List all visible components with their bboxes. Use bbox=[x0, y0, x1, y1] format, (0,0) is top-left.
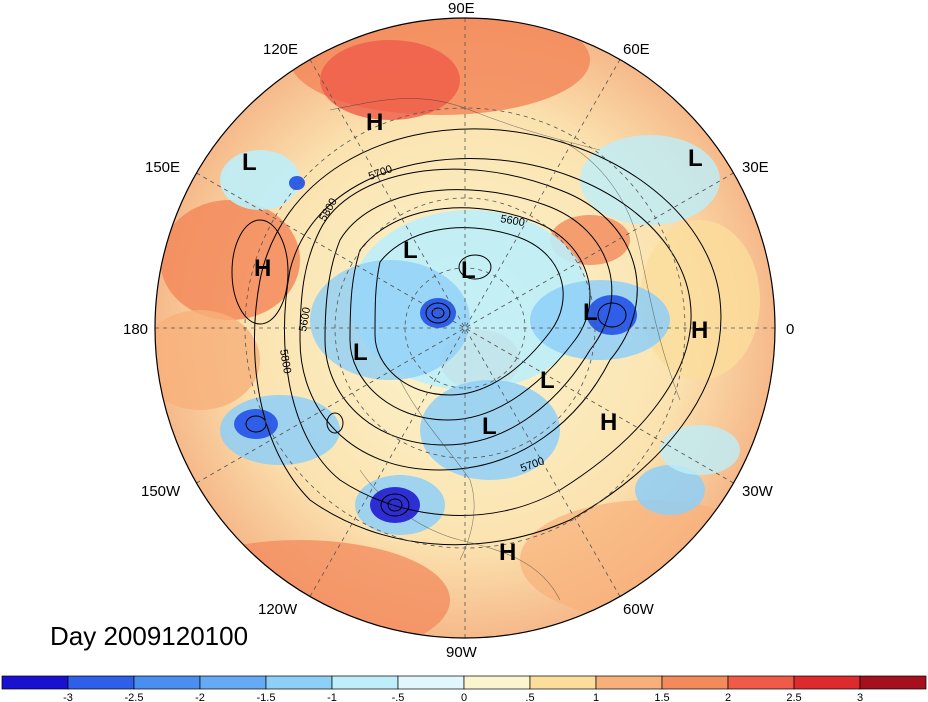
colorbar-tick-label: 2.5 bbox=[786, 692, 801, 702]
colorbar-swatch bbox=[265, 675, 333, 690]
low-pressure-label: L bbox=[242, 149, 257, 176]
lon-label-60w: 60W bbox=[623, 601, 655, 618]
longitude-labels: 90E 120E 60E 150E 30E 180 0 150W 30W 120… bbox=[123, 0, 794, 661]
map-border bbox=[154, 17, 776, 639]
graticule bbox=[155, 18, 775, 638]
lon-label-60e: 60E bbox=[623, 41, 650, 58]
lon-label-150e: 150E bbox=[145, 159, 180, 176]
lon-label-30e: 30E bbox=[742, 159, 769, 176]
contour-labels: 5700 5800 5600 5600 5800 5700 bbox=[277, 163, 546, 475]
lon-label-150w: 150W bbox=[141, 483, 181, 500]
colorbar-swatch bbox=[529, 675, 597, 690]
lon-label-90e: 90E bbox=[448, 0, 475, 17]
low-pressure-label: L bbox=[540, 367, 555, 394]
colorbar-tick-label: -2 bbox=[195, 692, 205, 702]
colorbar-tick-label: 0 bbox=[461, 692, 467, 702]
colorbar-swatch bbox=[595, 675, 663, 690]
colorbar-tick-label: 2 bbox=[725, 692, 731, 702]
lon-label-120e: 120E bbox=[263, 41, 298, 58]
colorbar-swatch bbox=[397, 675, 465, 690]
colorbar-swatch bbox=[331, 675, 399, 690]
contour-label: 5800 bbox=[277, 348, 293, 374]
low-pressure-label: L bbox=[353, 339, 368, 366]
colorbar: -3 -2.5 -2 -1.5 -1 -.5 0 .5 1 1.5 2 2.5 3 bbox=[1, 675, 927, 702]
colorbar-swatch bbox=[661, 675, 729, 690]
lon-label-90w: 90W bbox=[446, 644, 478, 661]
colorbar-swatch bbox=[859, 675, 927, 690]
colorbar-tick-label: 3 bbox=[857, 692, 863, 702]
high-pressure-label: H bbox=[691, 317, 708, 344]
colorbar-swatch bbox=[463, 675, 531, 690]
contour-label: 5600 bbox=[499, 213, 525, 229]
pressure-centers: H L L H L L L H L L H L H bbox=[242, 109, 708, 566]
high-pressure-label: H bbox=[600, 409, 617, 436]
lon-label-0: 0 bbox=[786, 321, 794, 338]
high-pressure-label: H bbox=[254, 255, 271, 282]
colorbar-swatch bbox=[199, 675, 267, 690]
colorbar-tick-label: -3 bbox=[63, 692, 73, 702]
colorbar-tick-label: -1 bbox=[327, 692, 337, 702]
colorbar-swatch bbox=[793, 675, 861, 690]
colorbar-tick-label: -1.5 bbox=[257, 692, 276, 702]
colorbar-tick-label: .5 bbox=[525, 692, 534, 702]
colorbar-tick-label: -2.5 bbox=[125, 692, 144, 702]
colorbar-swatch bbox=[67, 675, 135, 690]
low-pressure-label: L bbox=[461, 257, 476, 284]
lon-label-30w: 30W bbox=[742, 483, 774, 500]
low-pressure-label: L bbox=[482, 413, 497, 440]
date-title: Day 2009120100 bbox=[50, 621, 248, 651]
low-pressure-label: L bbox=[583, 299, 598, 326]
contour-lines bbox=[231, 128, 722, 546]
lon-label-180: 180 bbox=[123, 321, 148, 338]
low-pressure-label: L bbox=[688, 145, 703, 172]
high-pressure-label: H bbox=[499, 539, 516, 566]
colorbar-swatch bbox=[1, 675, 69, 690]
colorbar-tick-label: 1.5 bbox=[654, 692, 669, 702]
low-pressure-label: L bbox=[403, 237, 418, 264]
coastlines bbox=[329, 98, 681, 601]
colorbar-swatch bbox=[133, 675, 201, 690]
colorbar-tick-label: -.5 bbox=[392, 692, 405, 702]
lon-label-120w: 120W bbox=[258, 601, 298, 618]
colorbar-tick-label: 1 bbox=[593, 692, 599, 702]
colorbar-swatch bbox=[727, 675, 795, 690]
anomaly-field bbox=[155, 18, 775, 638]
contour-label: 5600 bbox=[297, 306, 313, 332]
high-pressure-label: H bbox=[366, 109, 383, 136]
